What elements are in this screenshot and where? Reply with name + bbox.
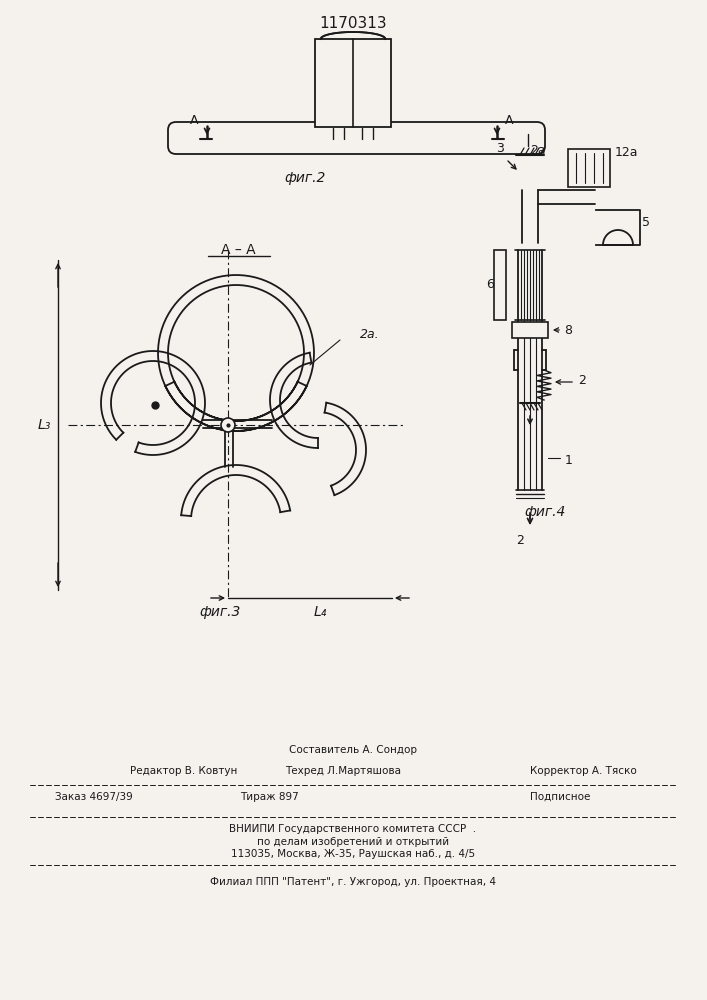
- Text: 12а: 12а: [614, 146, 638, 159]
- Text: Подписное: Подписное: [530, 792, 590, 802]
- Text: Филиал ППП "Патент", г. Ужгород, ул. Проектная, 4: Филиал ППП "Патент", г. Ужгород, ул. Про…: [210, 877, 496, 887]
- Text: по делам изобретений и открытий: по делам изобретений и открытий: [257, 837, 449, 847]
- Bar: [568, 149, 610, 187]
- Text: А: А: [505, 113, 513, 126]
- Text: Техред Л.Мартяшова: Техред Л.Мартяшова: [285, 766, 401, 776]
- Text: L₄: L₄: [313, 605, 327, 619]
- Text: 2: 2: [578, 373, 586, 386]
- Text: Тираж 897: Тираж 897: [240, 792, 299, 802]
- Text: L₃: L₃: [37, 418, 51, 432]
- Text: 2а: 2а: [530, 143, 546, 156]
- Text: ВНИИПИ Государственного комитета СССР  .: ВНИИПИ Государственного комитета СССР .: [230, 824, 477, 834]
- Circle shape: [152, 402, 158, 408]
- Text: 8: 8: [564, 324, 572, 336]
- Text: А – А: А – А: [221, 243, 255, 257]
- Text: 5: 5: [642, 216, 650, 229]
- Text: 2а.: 2а.: [360, 328, 380, 342]
- FancyBboxPatch shape: [168, 122, 545, 154]
- Bar: [512, 322, 548, 338]
- Text: 2: 2: [516, 534, 524, 546]
- Text: фиг.3: фиг.3: [199, 605, 240, 619]
- Text: Составитель А. Сондор: Составитель А. Сондор: [289, 745, 417, 755]
- Text: 6: 6: [486, 278, 494, 292]
- Text: фиг.2: фиг.2: [284, 171, 326, 185]
- Text: Заказ 4697/39: Заказ 4697/39: [55, 792, 133, 802]
- Text: 1: 1: [565, 454, 573, 466]
- Text: 113035, Москва, Ж-35, Раушская наб., д. 4/5: 113035, Москва, Ж-35, Раушская наб., д. …: [231, 849, 475, 859]
- Bar: [494, 250, 506, 320]
- Text: А: А: [189, 113, 198, 126]
- Bar: [315, 39, 391, 127]
- Text: фиг.4: фиг.4: [525, 505, 566, 519]
- Text: 3: 3: [496, 142, 504, 155]
- Circle shape: [221, 418, 235, 432]
- Text: Корректор А. Тяско: Корректор А. Тяско: [530, 766, 637, 776]
- Text: Редактор В. Ковтун: Редактор В. Ковтун: [130, 766, 238, 776]
- Text: 1170313: 1170313: [319, 16, 387, 31]
